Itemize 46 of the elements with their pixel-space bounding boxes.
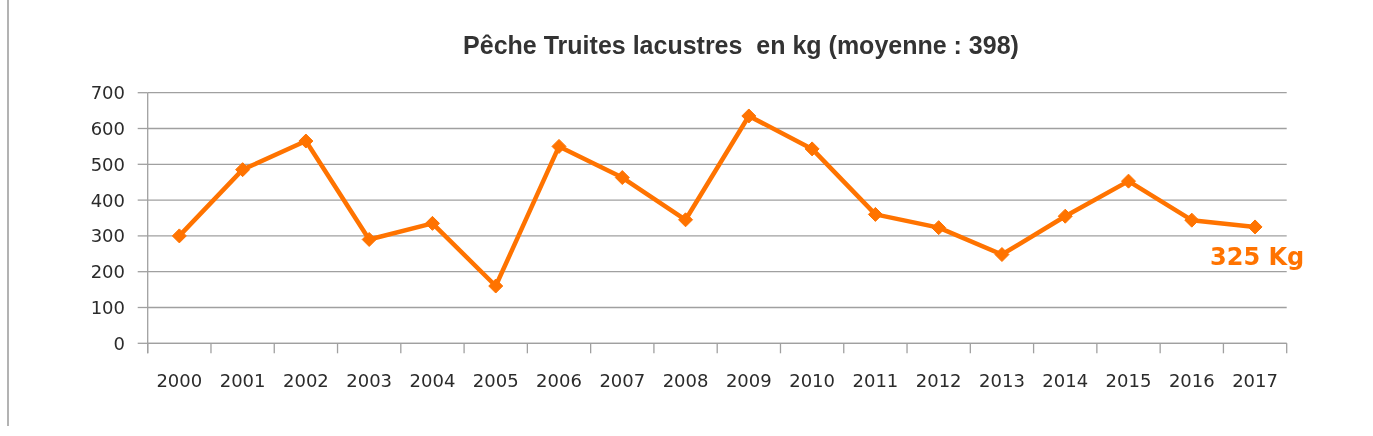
x-tick-label: 2014 bbox=[1042, 370, 1089, 391]
point bbox=[298, 133, 314, 149]
point bbox=[488, 278, 504, 294]
x-tick-label: 2006 bbox=[536, 370, 582, 391]
point bbox=[551, 138, 567, 154]
y-tick-label: 600 bbox=[90, 117, 125, 139]
x-tick-label: 2011 bbox=[852, 370, 899, 391]
point bbox=[994, 247, 1010, 263]
x-tick-label: 2010 bbox=[789, 370, 836, 391]
x-tick-label: 2001 bbox=[219, 370, 266, 391]
point bbox=[931, 220, 947, 236]
point bbox=[867, 206, 883, 222]
x-tick-label: 2008 bbox=[662, 370, 709, 391]
x-tick-label: 2007 bbox=[599, 370, 646, 391]
x-tick-label: 2017 bbox=[1232, 370, 1278, 391]
point bbox=[424, 215, 440, 231]
x-tick-label: 2013 bbox=[979, 370, 1025, 391]
y-tick-label: 100 bbox=[90, 296, 125, 318]
x-tick-label: 2004 bbox=[409, 370, 456, 391]
point bbox=[1057, 208, 1073, 224]
point bbox=[614, 170, 630, 186]
y-tick-label: 500 bbox=[90, 153, 125, 175]
x-tick-label: 2000 bbox=[156, 370, 203, 391]
y-tick-label: 400 bbox=[90, 189, 125, 211]
point bbox=[804, 141, 820, 157]
y-tick-label: 300 bbox=[90, 225, 125, 247]
x-tick-label: 2012 bbox=[915, 370, 962, 391]
chart-title: Pêche Truites lacustres en kg (moyenne : 398) bbox=[463, 31, 1019, 59]
point bbox=[171, 228, 187, 244]
y-tick-label: 200 bbox=[90, 261, 125, 283]
y-tick-label: 0 bbox=[113, 332, 125, 354]
x-tick-label: 2005 bbox=[472, 370, 519, 391]
x-tick-label: 2002 bbox=[282, 370, 329, 391]
point bbox=[678, 212, 694, 228]
x-tick-label: 2003 bbox=[346, 370, 393, 391]
point bbox=[1121, 173, 1137, 189]
point bbox=[1247, 219, 1263, 235]
x-tick-label: 2016 bbox=[1168, 370, 1215, 391]
y-tick-label: 700 bbox=[90, 82, 125, 104]
data-label: 325 Kg bbox=[1210, 242, 1305, 271]
point bbox=[741, 108, 757, 124]
point bbox=[1184, 212, 1200, 228]
point bbox=[235, 162, 251, 178]
x-tick-label: 2009 bbox=[725, 370, 772, 391]
point bbox=[361, 231, 377, 247]
x-tick-label: 2015 bbox=[1105, 370, 1152, 391]
